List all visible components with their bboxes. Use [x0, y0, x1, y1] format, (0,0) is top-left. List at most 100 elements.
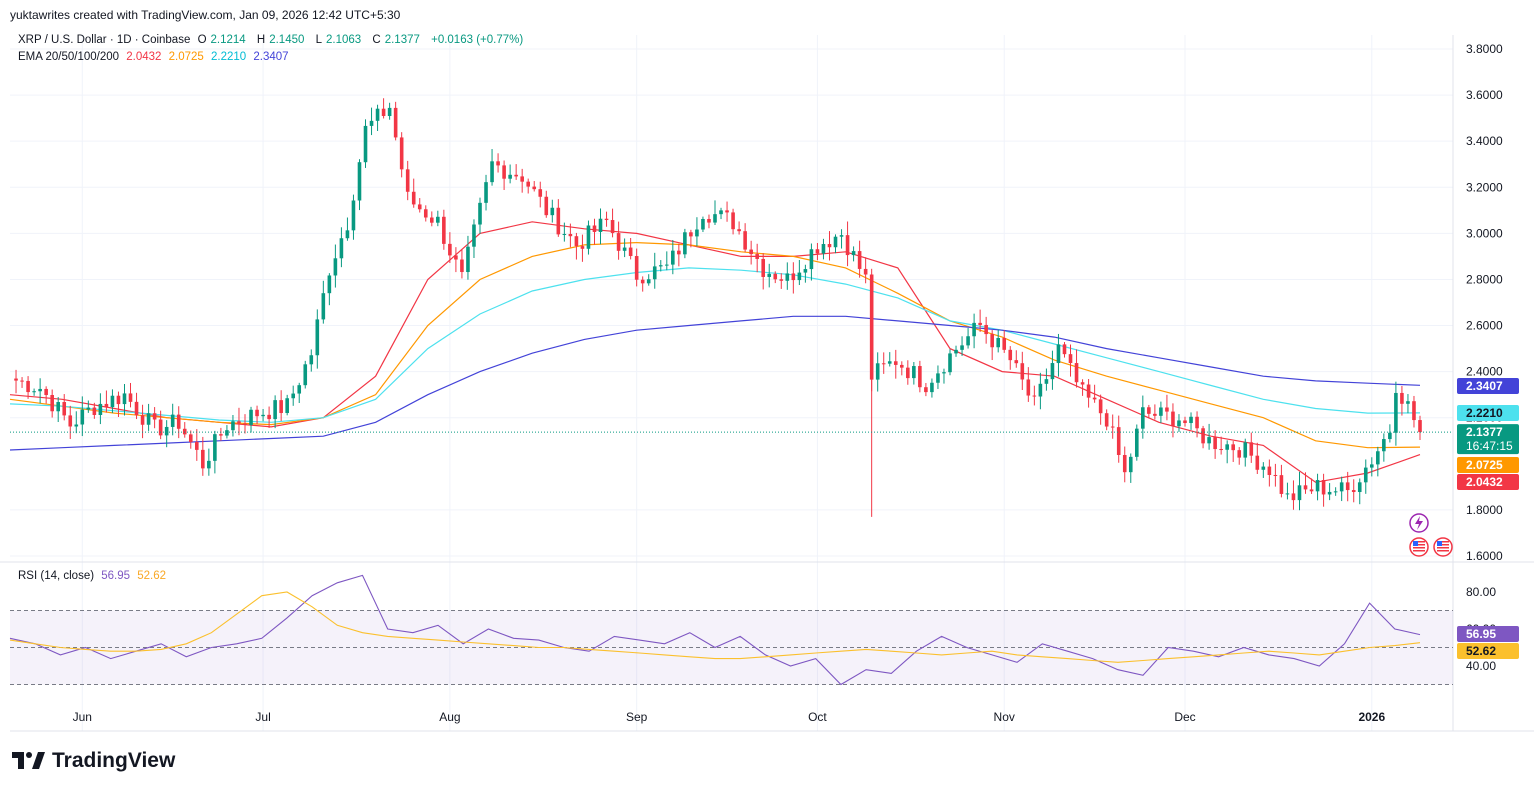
candle-body: [158, 419, 163, 436]
candle-body: [176, 414, 181, 429]
candle-body: [1261, 466, 1266, 470]
candle-body: [448, 243, 452, 256]
candle-body: [1068, 354, 1073, 364]
rsi-ma-badge-bg: [1457, 643, 1519, 659]
candle-body: [1394, 392, 1398, 433]
candle-body: [616, 233, 621, 251]
candle-body: [32, 391, 36, 393]
candle-body: [484, 182, 488, 203]
candle-body: [273, 400, 277, 420]
candle-body: [1267, 466, 1272, 475]
candle-body: [1255, 455, 1260, 470]
candle-body: [658, 265, 663, 267]
candle-body: [1098, 399, 1103, 414]
candle-body: [1303, 485, 1308, 490]
candle-body: [996, 338, 1001, 348]
price-tick-label: 3.8000: [1466, 42, 1503, 56]
rsi-line: [9, 574, 1421, 686]
lightning-icon[interactable]: [1409, 513, 1429, 533]
candle-body: [1321, 480, 1326, 495]
ema-legend[interactable]: EMA 20/50/100/200 2.0432 2.0725 2.2210 2…: [18, 51, 293, 63]
candle-body: [369, 120, 374, 126]
candle-body: [1315, 480, 1320, 492]
candle-body: [1020, 363, 1025, 380]
candle-body: [1128, 456, 1133, 473]
brand-name: TradingView: [52, 749, 176, 772]
candle-body: [857, 251, 862, 269]
ema100-badge-bg: [1457, 405, 1519, 421]
symbol-legend[interactable]: XRP / U.S. Dollar · 1D · Coinbase O 2.121…: [18, 34, 527, 46]
candle-body: [1291, 493, 1296, 501]
candle-body: [1406, 401, 1410, 404]
main-pane[interactable]: [10, 35, 1453, 560]
candle-body: [683, 232, 687, 255]
candle-body: [899, 364, 904, 368]
candle-body: [1050, 363, 1055, 380]
price-tick-label: 2.4000: [1466, 365, 1503, 379]
candle-body: [1159, 407, 1163, 416]
time-tick-label: Jun: [73, 710, 92, 724]
rsi-title[interactable]: RSI (14, close): [18, 570, 95, 582]
candle-body: [309, 355, 314, 365]
candle-body: [948, 353, 952, 373]
candle-body: [496, 161, 500, 166]
candle-body: [1171, 411, 1175, 427]
candle-body: [1080, 382, 1085, 385]
candle-body: [936, 373, 940, 383]
candle-body: [188, 434, 193, 443]
candle-body: [237, 421, 241, 424]
candle-body: [713, 214, 717, 223]
candle-body: [1388, 432, 1392, 440]
us-flag-icon[interactable]: [1433, 537, 1453, 557]
time-tick-label: Dec: [1174, 710, 1195, 724]
rsi-legend[interactable]: RSI (14, close) 56.95 52.62: [18, 570, 170, 582]
candle-body: [454, 255, 458, 260]
candle-body: [261, 414, 265, 417]
candle-body: [231, 421, 235, 431]
candle-body: [1122, 454, 1127, 473]
candle-body: [568, 233, 573, 237]
candle-body: [249, 409, 253, 425]
us-flag-icon[interactable]: [1409, 537, 1429, 557]
symbol-name[interactable]: XRP / U.S. Dollar · 1D · Coinbase: [18, 34, 191, 46]
candle-body: [26, 380, 30, 393]
candle-body: [1201, 428, 1205, 444]
candle-body: [508, 174, 512, 179]
candle-body: [478, 202, 482, 225]
ohlc-high: H 2.1450: [256, 34, 305, 46]
ema20-badge-bg: [1457, 474, 1519, 490]
time-tick-label: Jul: [255, 710, 270, 724]
price-axis[interactable]: 3.8000 3.6000 3.4000 3.2000 3.0000 2.8000 2.60…: [1466, 42, 1503, 563]
ohlc-close: C 2.1377: [372, 34, 420, 46]
candle-body: [924, 387, 928, 393]
event-markers[interactable]: [1409, 513, 1453, 557]
candle-body: [122, 393, 127, 405]
tradingview-brand[interactable]: TradingView: [12, 749, 175, 773]
ema-title[interactable]: EMA 20/50/100/200: [18, 51, 120, 63]
countdown-badge: 16:47:15: [1466, 439, 1513, 453]
candle-body: [92, 407, 97, 415]
candle-body: [405, 169, 410, 192]
time-tick-label: Sep: [626, 710, 648, 724]
price-tick-label: 1.8000: [1466, 503, 1503, 517]
candle-body: [586, 225, 591, 249]
time-axis[interactable]: Jun Jul Aug Sep Oct Nov Dec 2026: [73, 710, 1386, 724]
candle-body: [1285, 493, 1290, 495]
candle-body: [429, 217, 434, 223]
candle-body: [514, 174, 518, 177]
candle-body: [1231, 444, 1236, 451]
candle-body: [357, 162, 362, 201]
candle-body: [1014, 360, 1019, 364]
candle-body: [1369, 464, 1374, 468]
candle-body: [351, 200, 356, 231]
candle-body: [399, 137, 404, 170]
ema100-value: 2.2210: [211, 51, 247, 63]
candle-body: [442, 216, 446, 244]
candle-body: [86, 407, 91, 410]
candle-body: [1153, 413, 1157, 416]
price-tick-label: 3.6000: [1466, 88, 1503, 102]
candle-body: [550, 207, 555, 216]
candle-body: [942, 372, 946, 374]
candle-body: [225, 430, 229, 436]
